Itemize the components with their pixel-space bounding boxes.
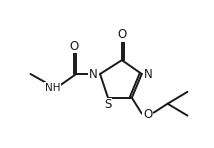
Text: O: O — [70, 40, 79, 53]
Text: NH: NH — [45, 83, 60, 93]
Text: S: S — [104, 98, 112, 111]
Text: O: O — [143, 108, 152, 121]
Text: O: O — [117, 28, 126, 41]
Text: N: N — [144, 67, 153, 81]
Text: N: N — [89, 67, 97, 81]
